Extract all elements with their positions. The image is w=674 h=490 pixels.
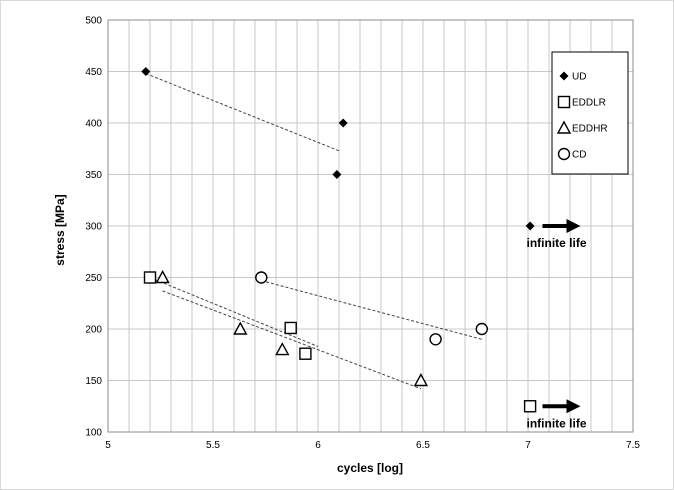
data-points [141,67,537,413]
y-tick-label: 300 [85,222,102,233]
point-ud [332,170,342,179]
legend-label-eddlr: EDDLR [572,98,606,109]
y-axis-label: stress [MPa] [53,194,67,265]
point-eddhr [413,373,429,387]
y-tick-label: 400 [85,119,102,130]
x-tick-label: 6 [315,440,321,451]
y-tick-label: 200 [85,325,102,336]
y-tick-label: 250 [85,273,102,284]
annotation-label: infinite life [527,236,587,250]
point-eddhr [275,342,290,356]
point-eddhr [155,270,170,284]
trend-lines [145,73,482,390]
point-ud [525,221,535,231]
point-cd [255,271,268,284]
x-axis-ticks: 5 5.5 6 6.5 7 7.5 [105,440,640,451]
point-eddlr [143,271,157,284]
point-ud [141,67,151,76]
trend-line-eddlr [149,277,319,347]
trend-line-cd [261,280,482,340]
arrow-right-icon [566,219,581,233]
legend-label-cd: CD [572,150,586,161]
y-tick-label: 450 [85,67,102,78]
legend-label-eddhr: EDDHR [572,124,608,135]
x-tick-label: 5.5 [206,440,220,451]
x-tick-label: 7.5 [626,440,640,451]
trend-line-eddhr [162,290,422,390]
y-tick-label: 100 [85,428,102,439]
annotation-label: infinite life [527,416,587,430]
point-eddlr [299,347,312,360]
y-tick-label: 350 [85,170,102,181]
x-axis-label: cycles [log] [337,461,403,475]
point-eddhr [233,321,248,335]
legend-marker-ud [559,71,569,81]
point-eddlr [523,400,537,413]
annotations: infinite life infinite life [527,219,587,430]
plot-frame [107,19,634,433]
y-axis-ticks: 100 150 200 250 300 350 400 450 500 [85,16,102,439]
point-cd [475,322,488,336]
legend: UD EDDLR EDDHR CD [551,51,629,175]
legend-marker-eddhr [556,120,572,134]
point-ud [338,118,348,128]
y-tick-label: 500 [85,16,102,27]
x-tick-label: 6.5 [416,440,430,451]
legend-label-ud: UD [572,72,586,83]
legend-marker-eddlr [557,95,571,109]
arrow-right-icon [566,399,581,414]
y-tick-label: 150 [85,376,102,387]
point-cd [429,333,442,346]
x-tick-label: 7 [525,440,531,451]
legend-marker-cd [557,147,571,161]
x-tick-label: 5 [105,440,111,451]
point-eddlr [284,321,297,335]
